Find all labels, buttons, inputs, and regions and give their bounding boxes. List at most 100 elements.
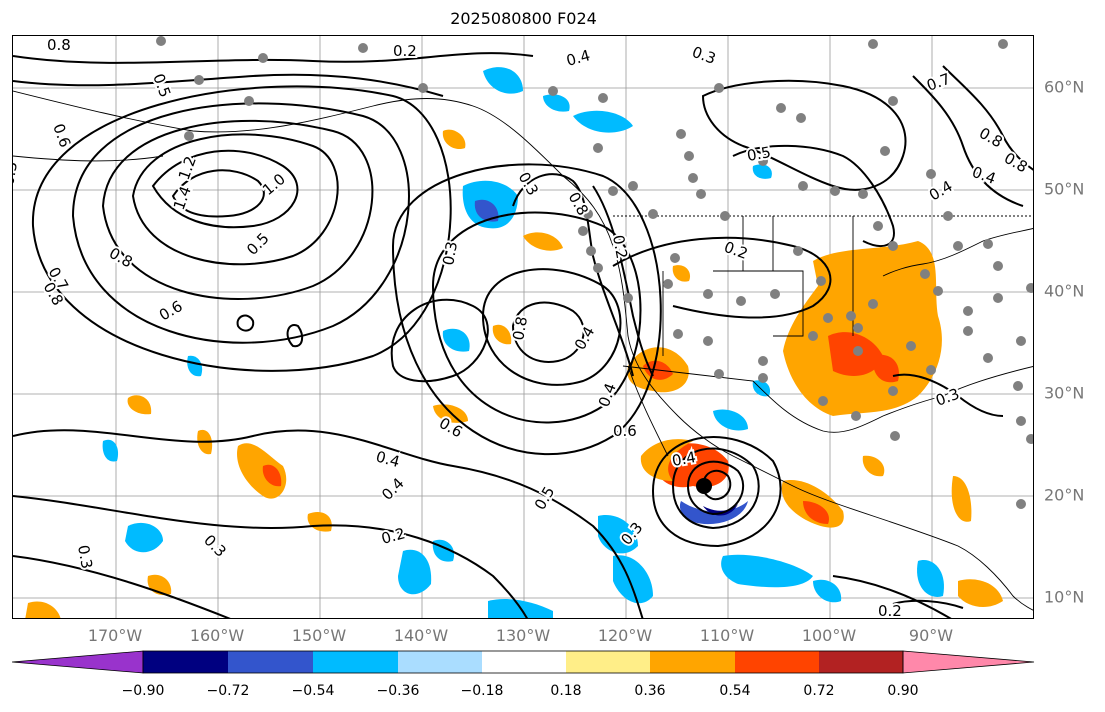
station-dot bbox=[628, 181, 638, 191]
anomaly-fill bbox=[813, 579, 842, 603]
contour-line bbox=[151, 149, 299, 229]
station-dot bbox=[993, 261, 1003, 271]
station-dot bbox=[1016, 336, 1026, 346]
station-dot bbox=[720, 211, 730, 221]
contour-line bbox=[13, 52, 534, 64]
station-dot bbox=[258, 53, 268, 63]
anomaly-fill bbox=[951, 476, 972, 522]
station-dot bbox=[920, 269, 930, 279]
contour-label: 0.4 bbox=[564, 46, 592, 70]
colorbar-tick: 0.90 bbox=[887, 683, 919, 699]
station-dot bbox=[943, 211, 953, 221]
station-dot bbox=[993, 293, 1003, 303]
contour-label: 0.5 bbox=[243, 229, 273, 259]
colorbar-tick: −0.18 bbox=[460, 683, 504, 699]
contour-label: 0.2 bbox=[393, 42, 417, 60]
contour-line bbox=[31, 85, 452, 372]
contour-line bbox=[651, 436, 782, 548]
contour-label: 0.4 bbox=[595, 381, 620, 410]
anomaly-fill bbox=[523, 232, 563, 251]
station-dot bbox=[1026, 283, 1033, 293]
colorbar-tick: 0.72 bbox=[803, 683, 835, 699]
station-dot bbox=[851, 411, 861, 421]
contour-line bbox=[612, 236, 832, 319]
contour-label: 0.8 bbox=[106, 244, 136, 272]
colorbar-segment bbox=[228, 651, 313, 673]
lon-label-150w: 150°W bbox=[291, 626, 347, 645]
station-dot bbox=[586, 246, 596, 256]
station-dot bbox=[1026, 434, 1033, 444]
station-dot bbox=[868, 39, 878, 49]
contour-label: 0.8 bbox=[976, 124, 1006, 152]
colorbar bbox=[12, 650, 1035, 674]
contour-line bbox=[892, 373, 1004, 417]
lon-label-110w: 110°W bbox=[699, 626, 755, 645]
station-dot bbox=[808, 331, 818, 341]
station-dot bbox=[816, 276, 826, 286]
contour-label: 0.6 bbox=[49, 121, 74, 150]
contour-label: 0.2 bbox=[379, 524, 407, 548]
colorbar-tick: −0.72 bbox=[206, 683, 250, 699]
cyclone-center bbox=[696, 478, 712, 494]
station-dot bbox=[888, 96, 898, 106]
contour-line bbox=[511, 301, 585, 363]
station-dot bbox=[823, 313, 833, 323]
contour-label: 0.2 bbox=[878, 602, 902, 619]
anomaly-fill bbox=[25, 601, 61, 618]
anomaly-fill bbox=[102, 439, 119, 462]
station-dots bbox=[156, 36, 1033, 509]
lon-label-100w: 100°W bbox=[801, 626, 857, 645]
contour-label: 0.7 bbox=[924, 70, 953, 95]
contour-line bbox=[671, 447, 760, 530]
lon-label-170w: 170°W bbox=[87, 626, 143, 645]
contour-label: 0.3 bbox=[200, 531, 230, 561]
colorbar-segment bbox=[398, 651, 482, 673]
contour-line bbox=[390, 298, 489, 383]
station-dot bbox=[648, 209, 658, 219]
station-dot bbox=[846, 311, 856, 321]
anomaly-fill bbox=[867, 460, 881, 475]
contour-label: 0.2 bbox=[609, 234, 631, 261]
station-dot bbox=[933, 286, 943, 296]
contour-line bbox=[236, 314, 255, 332]
station-dot bbox=[776, 103, 786, 113]
station-dot bbox=[676, 129, 686, 139]
station-dot bbox=[418, 83, 428, 93]
lat-label-30n: 30°N bbox=[1044, 383, 1085, 403]
station-dot bbox=[858, 189, 868, 199]
station-dot bbox=[868, 299, 878, 309]
anomaly-fill bbox=[307, 511, 332, 532]
contour-label: 0.6 bbox=[613, 422, 637, 440]
contour-label: 0.8 bbox=[1001, 149, 1031, 177]
contour-label: 0.2 bbox=[722, 238, 751, 263]
station-dot bbox=[793, 246, 803, 256]
colorbar-outline bbox=[142, 650, 904, 674]
contour-line bbox=[832, 575, 952, 618]
contour-label: 0.8 bbox=[47, 36, 71, 54]
anomaly-fill bbox=[187, 355, 203, 377]
station-dot bbox=[796, 113, 806, 123]
lat-label-40n: 40°N bbox=[1044, 281, 1085, 301]
station-dot bbox=[853, 346, 863, 356]
anomaly-fill bbox=[573, 110, 633, 133]
colorbar-segment bbox=[143, 651, 228, 673]
anomaly-fill bbox=[752, 164, 772, 179]
station-dot bbox=[758, 356, 768, 366]
anomaly-fill bbox=[872, 354, 899, 383]
station-dot bbox=[890, 431, 900, 441]
contour-label: 0.8 bbox=[509, 315, 531, 342]
station-dot bbox=[358, 43, 368, 53]
station-dot bbox=[1013, 381, 1023, 391]
station-dot bbox=[583, 209, 593, 219]
station-dot bbox=[888, 241, 898, 251]
anomaly-fill bbox=[398, 549, 432, 595]
lat-label-20n: 20°N bbox=[1044, 485, 1085, 505]
colorbar-segment bbox=[313, 651, 398, 673]
station-dot bbox=[758, 373, 768, 383]
station-dot bbox=[593, 143, 603, 153]
station-dot bbox=[853, 323, 863, 333]
contour-line bbox=[286, 324, 304, 348]
colorbar-tick: −0.90 bbox=[121, 683, 165, 699]
contour-line bbox=[912, 75, 1024, 207]
contour-label: 0.3 bbox=[933, 385, 962, 410]
